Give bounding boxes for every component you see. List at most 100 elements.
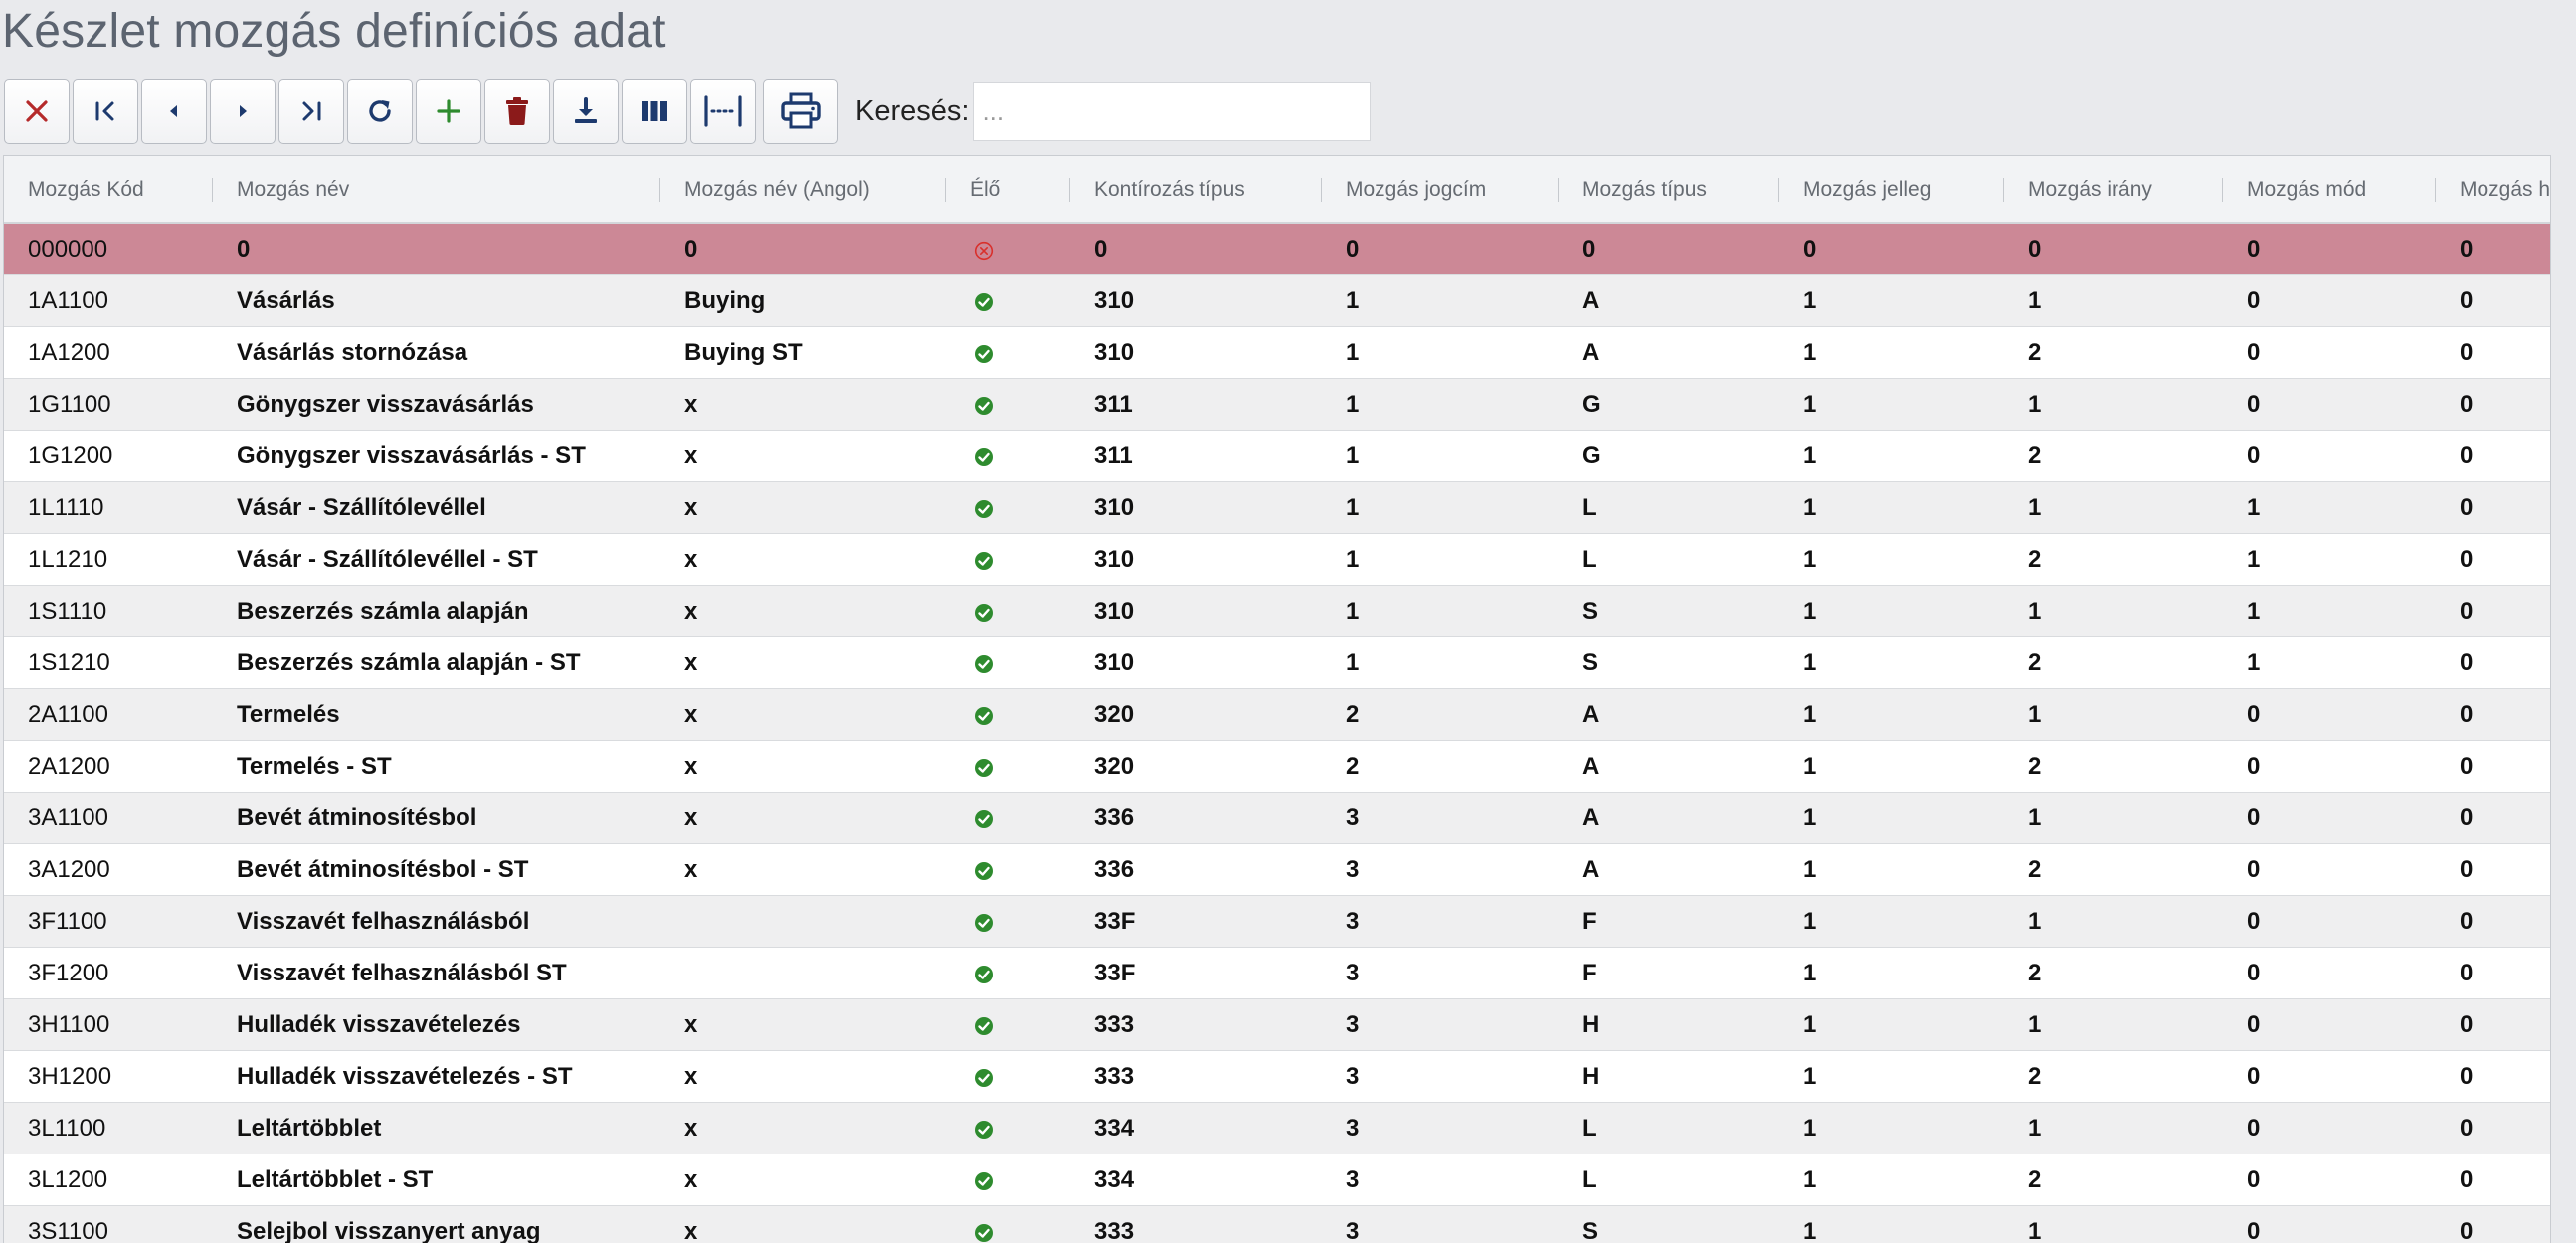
cell-h: 0 [2460, 391, 2474, 418]
cell-kontir: 310 [1094, 287, 1135, 314]
cell-jelleg: 1 [1803, 598, 1817, 624]
table-row[interactable]: 1G1200 Gönygszer visszavásárlás - ST x 311 1… [4, 431, 2550, 482]
column-header[interactable]: Mozgás név [213, 156, 660, 222]
table-row[interactable]: 3S1100 Selejbol visszanyert anyag x 333 3 S 1 1… [4, 1206, 2550, 1243]
cell-irany: 2 [2028, 1063, 2042, 1090]
check-circle-icon [975, 706, 993, 725]
refresh-button[interactable] [347, 79, 413, 144]
cell-jelleg: 1 [1803, 753, 1817, 780]
cell-mod: 0 [2247, 287, 2261, 314]
close-button[interactable] [4, 79, 70, 144]
cell-tipus: L [1582, 1115, 1597, 1142]
column-header[interactable]: Mozgás h [2436, 156, 2550, 222]
data-grid: Mozgás Kód Mozgás név Mozgás név (Angol) Él… [3, 155, 2551, 1243]
cell-mod: 0 [2247, 908, 2261, 935]
table-row[interactable]: 3A1100 Bevét átminosítésbol x 336 3 A 1 1 0 0 [4, 793, 2550, 844]
add-button[interactable] [416, 79, 481, 144]
table-row[interactable]: 1L1110 Vásár - Szállítólevéllel x 310 1 L 1 1 1 0 [4, 482, 2550, 534]
next-record-button[interactable] [210, 79, 276, 144]
cell-tipus: F [1582, 960, 1597, 986]
download-icon [575, 97, 597, 123]
cell-mod: 1 [2247, 494, 2261, 521]
column-header[interactable]: Mozgás Kód [4, 156, 213, 222]
cell-jelleg: 1 [1803, 494, 1817, 521]
cell-mod: 0 [2247, 1115, 2261, 1142]
cell-name: Beszerzés számla alapján [237, 598, 529, 624]
table-row[interactable]: 1L1210 Vásár - Szállítólevéllel - ST x 310 1… [4, 534, 2550, 586]
table-row[interactable]: 3F1200 Visszavét felhasználásból ST 33F 3 F 1… [4, 948, 2550, 999]
table-row[interactable]: 2A1100 Termelés x 320 2 A 1 1 0 0 [4, 689, 2550, 741]
cell-irany: 2 [2028, 960, 2042, 986]
check-circle-icon [975, 965, 993, 983]
column-width-button[interactable] [690, 79, 756, 144]
cell-jogcim: 3 [1346, 1166, 1360, 1193]
table-row[interactable]: 3L1100 Leltártöbblet x 334 3 L 1 1 0 0 [4, 1103, 2550, 1154]
column-header[interactable]: Élő [946, 156, 1070, 222]
last-record-button[interactable] [278, 79, 344, 144]
cell-code: 1A1100 [28, 287, 108, 314]
cell-h: 0 [2460, 236, 2474, 263]
column-header[interactable]: Kontírozás típus [1070, 156, 1322, 222]
column-header[interactable]: Mozgás név (Angol) [660, 156, 946, 222]
first-record-button[interactable] [73, 79, 138, 144]
column-header[interactable]: Mozgás jelleg [1779, 156, 2004, 222]
cell-mod: 0 [2247, 701, 2261, 728]
cell-active [946, 275, 1070, 326]
cell-name_en: x [684, 1115, 698, 1142]
cell-code: 3S1100 [28, 1218, 108, 1243]
check-circle-icon [975, 809, 993, 828]
cell-irany: 1 [2028, 1218, 2042, 1243]
cell-name: Selejbol visszanyert anyag [237, 1218, 541, 1243]
cell-active [946, 327, 1070, 378]
cell-active [946, 1051, 1070, 1102]
cell-jogcim: 1 [1346, 649, 1360, 676]
cell-name: Gönygszer visszavásárlás [237, 391, 534, 418]
columns-button[interactable] [622, 79, 687, 144]
column-header[interactable]: Mozgás irány [2004, 156, 2223, 222]
cell-jogcim: 1 [1346, 443, 1360, 469]
previous-record-button[interactable] [141, 79, 207, 144]
table-row[interactable]: 1S1210 Beszerzés számla alapján - ST x 310 1… [4, 637, 2550, 689]
table-row[interactable]: 1A1200 Vásárlás stornózása Buying ST 310 1 A 1… [4, 327, 2550, 379]
table-row[interactable]: 3F1100 Visszavét felhasználásból 33F 3 F 1 1 0 0 [4, 896, 2550, 948]
delete-button[interactable] [484, 79, 550, 144]
table-row[interactable]: 3H1100 Hulladék visszavételezés x 333 3 H 1 1 0 0 [4, 999, 2550, 1051]
column-header[interactable]: Mozgás jogcím [1322, 156, 1559, 222]
print-button[interactable] [763, 79, 838, 144]
plus-icon [437, 99, 460, 123]
cell-mod: 0 [2247, 753, 2261, 780]
cell-jelleg: 1 [1803, 701, 1817, 728]
cell-active [946, 741, 1070, 792]
cell-irany: 1 [2028, 391, 2042, 418]
last-page-icon [302, 101, 321, 121]
cell-active [946, 948, 1070, 998]
column-header[interactable]: Mozgás típus [1559, 156, 1779, 222]
column-header[interactable]: Mozgás mód [2223, 156, 2436, 222]
table-row[interactable]: 3L1200 Leltártöbblet - ST x 334 3 L 1 2 0 0 [4, 1154, 2550, 1206]
table-row[interactable]: 2A1200 Termelés - ST x 320 2 A 1 2 0 0 [4, 741, 2550, 793]
table-row[interactable]: 000000 0 0 0 0 0 0 0 0 0 [4, 224, 2550, 275]
cell-tipus: S [1582, 598, 1599, 624]
cell-jelleg: 1 [1803, 856, 1817, 883]
cell-code: 3A1100 [28, 804, 108, 831]
cell-jogcim: 3 [1346, 1011, 1360, 1038]
table-row[interactable]: 1A1100 Vásárlás Buying 310 1 A 1 1 0 0 [4, 275, 2550, 327]
search-input[interactable] [973, 82, 1372, 141]
cell-h: 0 [2460, 753, 2474, 780]
cell-code: 1L1110 [28, 494, 104, 521]
cell-jelleg: 1 [1803, 960, 1817, 986]
table-row[interactable]: 1G1100 Gönygszer visszavásárlás x 311 1 G 1 1 0 0 [4, 379, 2550, 431]
table-row[interactable]: 3A1200 Bevét átminosítésbol - ST x 336 3 A 1 2 0… [4, 844, 2550, 896]
cell-kontir: 0 [1094, 236, 1108, 263]
cell-name_en: x [684, 856, 698, 883]
download-button[interactable] [553, 79, 619, 144]
table-row[interactable]: 1S1110 Beszerzés számla alapján x 310 1 S 1 1 1 0 [4, 586, 2550, 637]
x-circle-icon [974, 241, 994, 260]
cell-tipus: H [1582, 1063, 1600, 1090]
cell-jogcim: 0 [1346, 236, 1360, 263]
cell-jogcim: 2 [1346, 701, 1360, 728]
cell-name: Visszavét felhasználásból [237, 908, 530, 935]
cell-active [946, 1103, 1070, 1154]
cell-active [946, 379, 1070, 430]
table-row[interactable]: 3H1200 Hulladék visszavételezés - ST x 333 3… [4, 1051, 2550, 1103]
